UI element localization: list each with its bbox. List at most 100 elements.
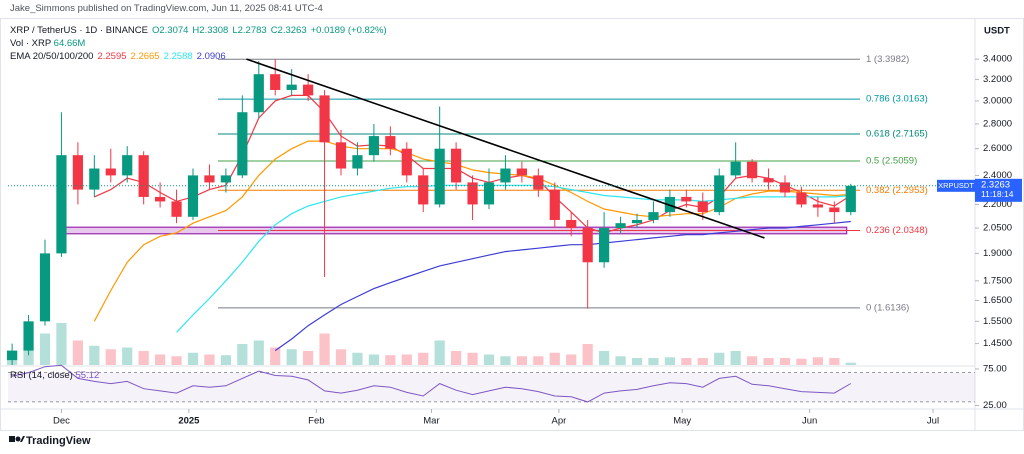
candle-body [155, 196, 166, 202]
ohlc-value: C2.3263 [270, 25, 307, 36]
fib-label: 0.5 (2.5059) [866, 156, 917, 167]
candle-body [286, 84, 297, 90]
volume-bar [845, 362, 856, 365]
candle-body [105, 168, 116, 176]
fib-label: 0.618 (2.7165) [866, 129, 928, 140]
candle-body [39, 253, 51, 322]
candle-body [171, 201, 182, 217]
volume-bar [714, 352, 725, 365]
volume-bar [681, 358, 692, 365]
y-tick-label: 3.2000 [983, 74, 1012, 85]
volume-bar [352, 352, 363, 365]
ema-legend: EMA 20/50/100/200 2.2595 2.2665 2.2588 2.090… [10, 51, 226, 62]
candle-body [122, 155, 133, 176]
y-tick-label: 3.4000 [983, 54, 1012, 65]
volume-bar [270, 347, 281, 365]
y-tick-label: 1.7500 [983, 275, 1012, 286]
volume-bar [72, 340, 83, 365]
volume-bar [779, 358, 791, 365]
fib-label: 0.786 (3.0163) [866, 94, 928, 105]
published-note: Jake_Simmons published on TradingView.co… [10, 3, 323, 14]
volume-bar [549, 352, 560, 365]
candle-body [319, 95, 330, 143]
symbol: XRP / TetherUS · 1D · BINANCE [10, 25, 148, 36]
x-tick-label: May [673, 416, 691, 427]
x-tick-label: Jun [802, 416, 817, 427]
volume-bar [220, 355, 231, 365]
candle-body [533, 175, 544, 190]
volume-bar [500, 356, 511, 365]
currency-label: USDT [984, 26, 1010, 37]
ema-values: 2.2595 2.2665 2.2588 2.0906 [93, 51, 225, 62]
fib-label: 1 (3.3982) [866, 54, 909, 65]
volume-bar [615, 356, 626, 365]
symbol-tag: XRPUSDT [938, 181, 974, 190]
candle-body [500, 168, 511, 183]
candle-body [204, 175, 215, 183]
volume-bar [697, 358, 708, 365]
volume-bar [56, 323, 67, 365]
volume-bar [319, 333, 330, 365]
trendline [246, 58, 765, 239]
volume-bar [483, 354, 495, 365]
candle-body [368, 136, 379, 156]
ema-line [176, 184, 851, 333]
candle-body [747, 161, 758, 179]
volume-label: Vol · XRP [10, 38, 52, 49]
volume-bar [829, 358, 840, 365]
candle-body [434, 148, 445, 205]
candle-body [697, 201, 708, 213]
logo-icon [9, 436, 25, 442]
volume-bar [253, 340, 264, 365]
rsi-legend: RSI (14, close) 55.12 [10, 370, 99, 381]
volume-bar [237, 344, 248, 365]
candle-body [730, 161, 741, 176]
ohlc-value: H2.3308 [192, 25, 229, 36]
volume-bar [155, 354, 166, 365]
volume-bar [23, 347, 34, 365]
y-tick-label: 2.4000 [983, 170, 1012, 181]
ema-value: 2.2665 [130, 51, 160, 62]
candle-body [237, 112, 248, 176]
candle-body [89, 168, 100, 190]
candle-body [829, 207, 840, 213]
candle-body [352, 155, 363, 169]
rsi-value: 55.12 [75, 370, 100, 381]
rsi-label: RSI (14, close) [10, 370, 73, 381]
x-tick-label: Feb [308, 416, 324, 427]
y-tick-label: 1.9000 [983, 248, 1012, 259]
volume-bar [418, 352, 429, 365]
volume-bar [467, 352, 478, 365]
volume-bar [401, 354, 412, 365]
ohlc-value: L2.2783 [232, 25, 267, 36]
candle-body [253, 74, 264, 113]
volume-bar [385, 355, 396, 365]
candle-body [220, 175, 231, 183]
countdown: 11:18:14 [981, 189, 1014, 199]
volume-bar [516, 356, 527, 365]
volume-bar [122, 347, 133, 365]
candle-body [763, 178, 774, 183]
candle-body [648, 212, 659, 220]
volume-bar [648, 358, 659, 365]
ohlc: O2.3074 H2.3308 L2.2783 C2.3263 +0.0189 (+0.… [148, 25, 387, 36]
candle-body [599, 228, 610, 263]
rsi-tick-label: 25.00 [983, 400, 1007, 411]
x-tick-label: 2025 [178, 416, 200, 427]
y-tick-label: 1.5500 [983, 316, 1012, 327]
candle-body [812, 204, 823, 208]
fib-label: 0.236 (2.0348) [866, 225, 928, 236]
candle-body [401, 148, 412, 176]
y-tick-label: 2.2000 [983, 199, 1012, 210]
volume-bar [599, 351, 610, 365]
volume-bar [204, 354, 215, 365]
volume-bar [303, 351, 314, 365]
volume-value: 64.66M [53, 38, 86, 49]
candle-body [796, 192, 807, 205]
volume-bar [89, 345, 100, 365]
price-tag: 2.3263 [981, 179, 1010, 190]
candle-body [303, 84, 314, 96]
volume-bar [566, 354, 577, 365]
candle-body [138, 155, 149, 197]
